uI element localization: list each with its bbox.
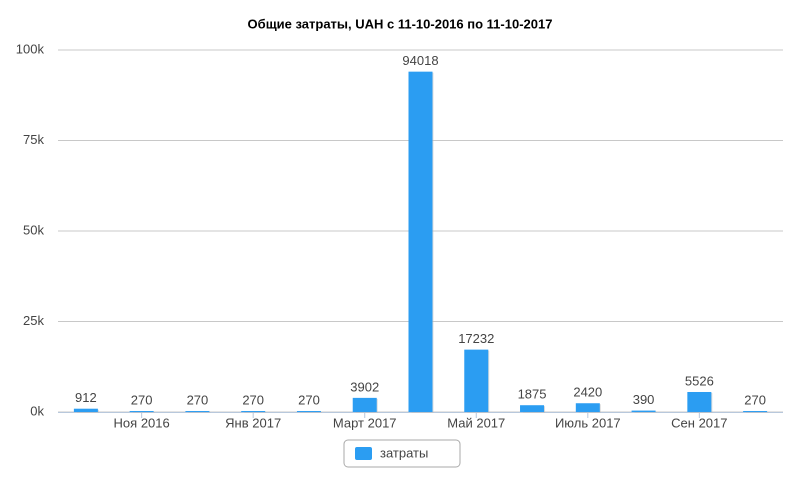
bar-shadow [634, 411, 657, 413]
bar [352, 397, 377, 412]
bar [296, 411, 321, 413]
data-label: 270 [744, 392, 766, 407]
x-tick-label: Март 2017 [333, 415, 397, 430]
bar [73, 408, 98, 412]
legend[interactable]: затраты [343, 439, 461, 468]
data-label: 2420 [573, 385, 602, 400]
bar [129, 411, 154, 413]
data-label: 94018 [402, 53, 438, 68]
legend-label[interactable]: затраты [380, 445, 428, 460]
x-tick-label: Июль 2017 [555, 415, 621, 430]
bar [408, 71, 433, 412]
y-tick-label: 25k [23, 313, 44, 328]
bar [687, 391, 712, 412]
data-label: 270 [131, 392, 153, 407]
data-label: 1875 [518, 387, 547, 402]
data-label: 912 [75, 390, 97, 405]
x-tick-label: Сен 2017 [671, 415, 727, 430]
bar-shadow [244, 412, 267, 413]
bar [241, 411, 266, 413]
bar-shadow [746, 412, 769, 413]
bar [631, 410, 656, 412]
x-tick-label: Май 2017 [447, 415, 505, 430]
data-label: 17232 [458, 331, 494, 346]
x-tick-label: Ноя 2016 [114, 415, 170, 430]
legend-box[interactable] [343, 439, 461, 468]
legend-swatch[interactable] [355, 447, 372, 460]
bar [185, 411, 210, 413]
data-label: 270 [187, 392, 209, 407]
y-tick-label: 50k [23, 222, 44, 237]
data-label: 3902 [350, 379, 379, 394]
y-tick-label: 75k [23, 132, 44, 147]
x-tick-label: Янв 2017 [225, 415, 281, 430]
y-tick-label: 0k [30, 403, 44, 418]
bar-shadow [299, 412, 322, 413]
data-label: 270 [298, 392, 320, 407]
bar [743, 411, 768, 413]
data-label: 5526 [685, 373, 714, 388]
data-label: 390 [633, 392, 655, 407]
bar [575, 403, 600, 412]
y-tick-label: 100k [16, 41, 45, 56]
bar [520, 405, 545, 412]
data-label: 270 [242, 392, 264, 407]
bar-shadow [188, 412, 211, 413]
chart-title: Общие затраты, UAH с 11-10-2016 по 11-10… [248, 16, 553, 31]
bar [464, 349, 489, 412]
bar-shadow [132, 412, 155, 413]
